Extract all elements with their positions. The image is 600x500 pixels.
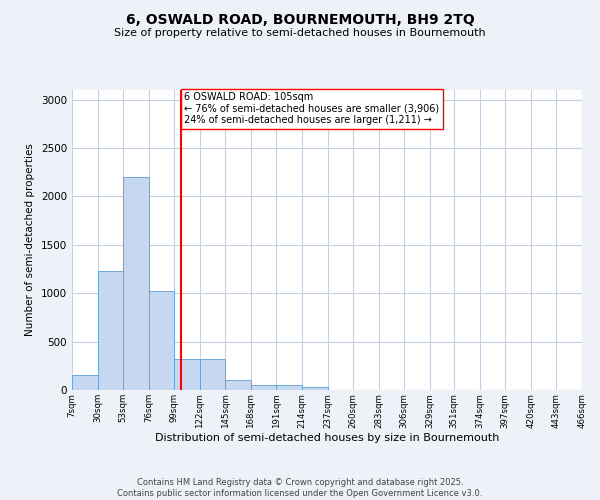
Text: 6, OSWALD ROAD, BOURNEMOUTH, BH9 2TQ: 6, OSWALD ROAD, BOURNEMOUTH, BH9 2TQ xyxy=(125,12,475,26)
Bar xyxy=(72,376,98,390)
Bar xyxy=(302,387,328,390)
Bar xyxy=(277,385,302,390)
Bar xyxy=(174,359,200,390)
Bar xyxy=(200,359,226,390)
Bar xyxy=(98,271,123,390)
Text: Contains HM Land Registry data © Crown copyright and database right 2025.
Contai: Contains HM Land Registry data © Crown c… xyxy=(118,478,482,498)
Y-axis label: Number of semi-detached properties: Number of semi-detached properties xyxy=(25,144,35,336)
X-axis label: Distribution of semi-detached houses by size in Bournemouth: Distribution of semi-detached houses by … xyxy=(155,433,499,443)
Bar xyxy=(149,292,174,390)
Text: 6 OSWALD ROAD: 105sqm
← 76% of semi-detached houses are smaller (3,906)
24% of s: 6 OSWALD ROAD: 105sqm ← 76% of semi-deta… xyxy=(184,92,439,125)
Bar xyxy=(123,177,149,390)
Text: Size of property relative to semi-detached houses in Bournemouth: Size of property relative to semi-detach… xyxy=(114,28,486,38)
Bar xyxy=(251,385,277,390)
Bar xyxy=(226,380,251,390)
